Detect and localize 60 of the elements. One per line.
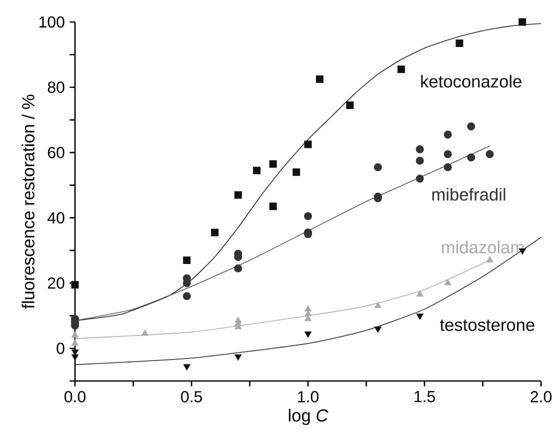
point: [72, 339, 79, 346]
point: [141, 330, 148, 336]
point: [304, 212, 312, 220]
y-tick-label: 20: [48, 277, 64, 289]
point: [486, 150, 494, 158]
point: [72, 331, 79, 338]
x-axis-title: log C: [288, 408, 328, 426]
x-tick-label: 1.0: [298, 391, 319, 402]
point: [416, 156, 424, 165]
annotation: ketoconazole: [421, 74, 522, 88]
y-tick-label: 100: [39, 16, 64, 28]
y-tick-label: 40: [48, 212, 64, 224]
x-tick-label: 2.0: [530, 391, 552, 402]
point: [374, 302, 382, 308]
line-series: [74, 237, 542, 366]
point: [416, 314, 424, 320]
point: [183, 364, 190, 370]
point: [253, 166, 260, 174]
point: [234, 191, 242, 199]
point: [183, 256, 191, 264]
point: [486, 256, 494, 262]
point: [374, 163, 382, 172]
point: [444, 163, 452, 172]
point: [444, 150, 452, 158]
point: [269, 202, 277, 210]
point: [316, 75, 324, 83]
annotation: testosterone: [440, 320, 534, 332]
point: [416, 290, 424, 297]
point: [182, 292, 191, 300]
point: [234, 264, 242, 272]
point: [346, 101, 354, 109]
y-tick-label: 0: [56, 342, 64, 354]
point: [467, 122, 476, 130]
annotation: mibefradil: [432, 188, 506, 201]
point: [397, 66, 405, 74]
x-tick-label: 1.5: [414, 391, 435, 402]
point: [72, 354, 79, 361]
point: [444, 130, 452, 139]
point: [304, 310, 312, 316]
point: [416, 174, 424, 183]
point: [234, 354, 242, 361]
point: [416, 145, 424, 154]
point: [467, 153, 476, 162]
x-tick-label: 0.5: [181, 391, 202, 402]
y-tick-label: 80: [48, 82, 64, 93]
point: [456, 39, 464, 47]
annotation: midazolam: [442, 240, 524, 254]
y-axis-title: fluorescence restoration / %: [22, 94, 34, 309]
point: [518, 18, 526, 26]
point: [304, 332, 312, 338]
point: [211, 228, 219, 236]
point: [292, 168, 300, 176]
point: [444, 279, 452, 286]
x-tick-label: 0.0: [64, 391, 86, 402]
point: [374, 326, 382, 333]
point: [269, 160, 277, 168]
point: [304, 305, 312, 312]
point: [71, 280, 79, 288]
point: [304, 140, 312, 148]
y-tick-label: 60: [48, 146, 64, 158]
